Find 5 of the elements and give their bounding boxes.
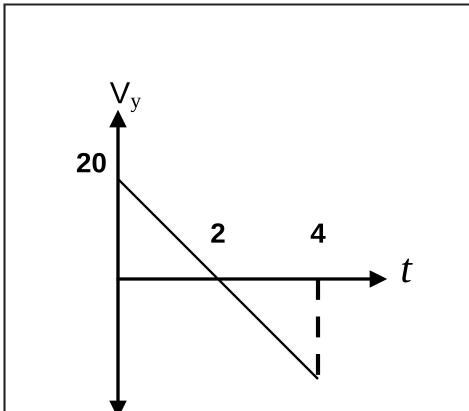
x-tick-label: 4 — [310, 224, 326, 243]
x-axis-title: t — [402, 258, 413, 283]
annotation: 20 — [76, 152, 106, 173]
y-axis-title: V$_{y}$ — [110, 82, 141, 112]
x-tick-label: 2 — [211, 223, 225, 243]
